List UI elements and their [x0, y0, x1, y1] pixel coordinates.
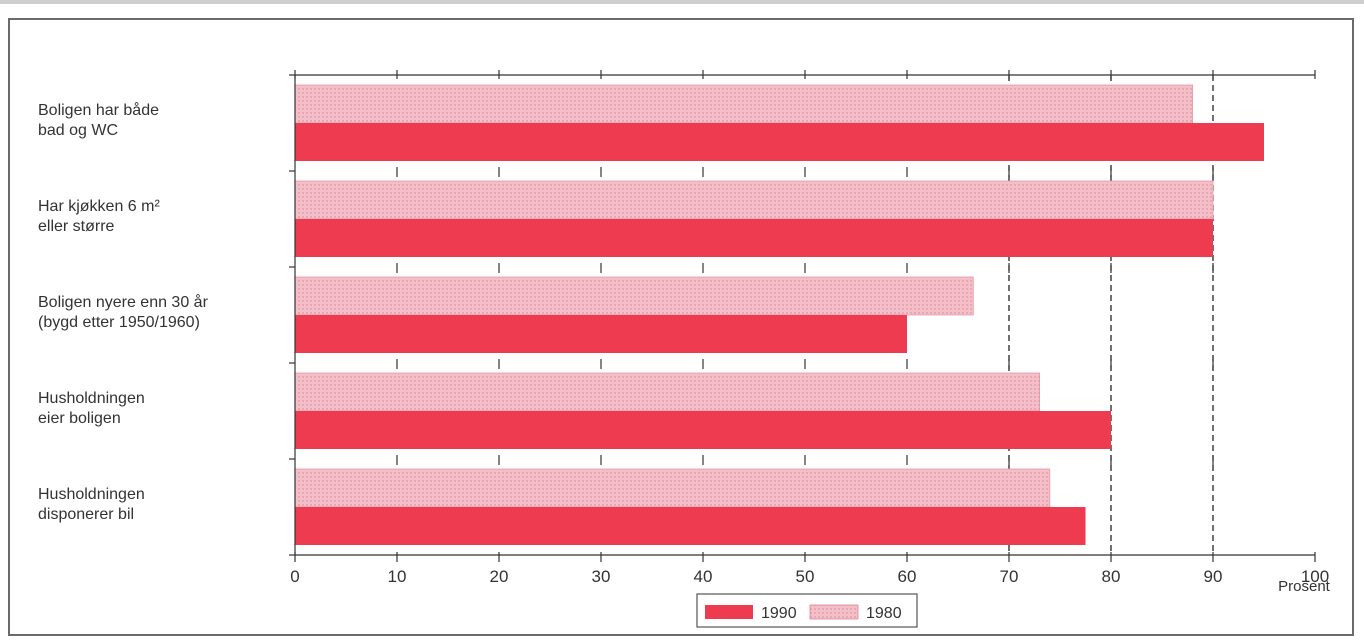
bar-1980-1 — [294, 180, 1214, 220]
x-axis-label: Prosent — [1278, 578, 1331, 595]
x-tick-label: 50 — [796, 567, 815, 586]
category-label-4: Husholdningen disponerer bil — [38, 486, 145, 523]
bars — [294, 84, 1264, 545]
tick-labels: 0 10 20 30 40 50 60 70 80 90 100 — [290, 567, 1329, 586]
bar-1980-4 — [294, 468, 1051, 508]
x-tick-label: 30 — [592, 567, 611, 586]
legend-label-1980: 1980 — [866, 605, 902, 622]
bar-1980-0 — [294, 84, 1193, 124]
category-labels: Boligen har både bad og WC Har kjøkken 6 m… — [38, 101, 209, 523]
legend-swatch-1980 — [809, 604, 859, 620]
x-tick-label: 0 — [290, 567, 299, 586]
legend-label-1990: 1990 — [761, 605, 797, 622]
bar-1980-2 — [294, 276, 974, 316]
x-tick-label: 100 — [1301, 567, 1329, 586]
legend-swatch-1990 — [705, 605, 753, 619]
bar-1990-2 — [295, 315, 907, 353]
bar-chart: Boligen har både bad og WC Har kjøkken 6 m… — [38, 70, 1331, 628]
category-label-3: Husholdningen eier boligen — [38, 390, 145, 427]
bar-1990-3 — [295, 411, 1111, 449]
bar-1990-1 — [295, 219, 1213, 257]
x-tick-label: 80 — [1102, 567, 1121, 586]
legend: 1990 1980 — [696, 593, 918, 628]
category-label-0: Boligen har både bad og WC — [38, 101, 159, 139]
x-tick-label: 40 — [694, 567, 713, 586]
chart-frame: Boligen har både bad og WC Har kjøkken 6 m… — [8, 18, 1354, 636]
bar-1990-4 — [295, 507, 1086, 545]
bar-1990-0 — [295, 123, 1264, 161]
x-tick-label: 20 — [490, 567, 509, 586]
axes — [289, 70, 1316, 562]
top-edge-strip — [0, 0, 1364, 4]
category-label-2: Boligen nyere enn 30 år (bygd etter 1950/… — [38, 293, 209, 331]
x-tick-label: 90 — [1204, 567, 1223, 586]
x-tick-label: 10 — [388, 567, 407, 586]
category-label-1: Har kjøkken 6 m² eller større — [38, 198, 160, 235]
x-tick-label: 70 — [1000, 567, 1019, 586]
bar-1980-3 — [294, 372, 1040, 412]
x-tick-label: 60 — [898, 567, 917, 586]
